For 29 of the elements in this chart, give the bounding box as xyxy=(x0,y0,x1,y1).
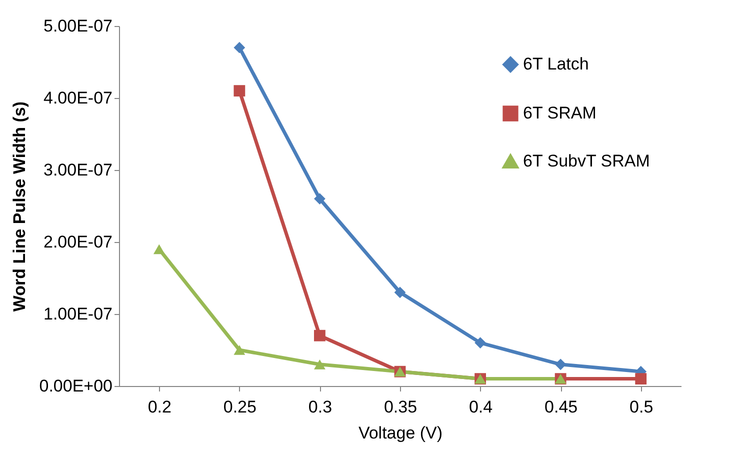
y-tick-label: 1.00E-07 xyxy=(44,304,112,324)
x-tick-label: 0.35 xyxy=(384,398,418,416)
point xyxy=(314,193,326,204)
y-tick-label: 3.00E-07 xyxy=(44,160,112,180)
point xyxy=(314,330,326,342)
legend-label: 6T SubvT SRAM xyxy=(523,152,650,170)
y-tick-label: 4.00E-07 xyxy=(44,88,112,108)
y-tick-label: 0.00E+00 xyxy=(39,376,112,396)
x-tick-label: 0.25 xyxy=(223,398,256,416)
point xyxy=(474,337,486,348)
point xyxy=(314,359,326,370)
point xyxy=(234,85,246,96)
x-tick-label: 0.5 xyxy=(630,398,654,416)
point xyxy=(554,358,566,370)
legend-label: 6T Latch xyxy=(523,54,589,74)
y-tick-label: 5.00E-07 xyxy=(44,16,112,36)
x-tick-label: 0.4 xyxy=(468,398,493,416)
x-tick-label: 0.3 xyxy=(308,398,332,416)
point xyxy=(635,373,647,384)
legend-label: 6T SRAM xyxy=(523,104,596,122)
x-tick-label: 0.2 xyxy=(148,398,172,416)
x-axis-title: Voltage (V) xyxy=(358,424,443,442)
point xyxy=(234,42,246,54)
y-tick-label: 2.00E-07 xyxy=(44,232,112,252)
point xyxy=(153,244,165,254)
point xyxy=(234,345,246,355)
point xyxy=(394,286,406,298)
y-axis-title: Word Line Pulse Width (s) xyxy=(10,101,30,312)
x-tick-label: 0.45 xyxy=(544,398,578,416)
